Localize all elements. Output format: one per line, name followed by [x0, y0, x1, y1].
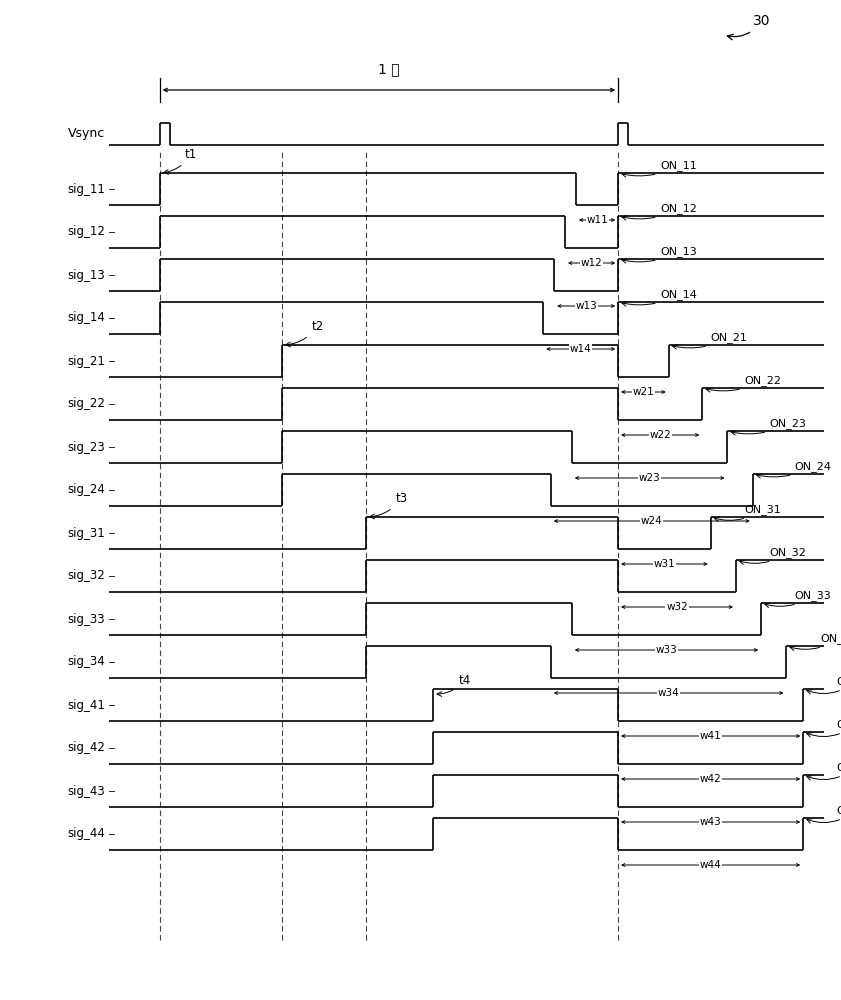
Text: ON_12: ON_12 — [621, 203, 697, 220]
Text: sig_23: sig_23 — [67, 440, 105, 454]
Text: w23: w23 — [639, 473, 660, 483]
Text: w11: w11 — [586, 215, 608, 225]
Text: sig_13: sig_13 — [67, 268, 105, 282]
Text: w34: w34 — [658, 688, 680, 698]
Text: w41: w41 — [700, 731, 722, 741]
Text: w31: w31 — [653, 559, 675, 569]
Text: sig_32: sig_32 — [67, 570, 105, 582]
Text: sig_21: sig_21 — [67, 355, 105, 367]
Text: ON_21: ON_21 — [672, 332, 748, 349]
Text: ON_33: ON_33 — [764, 590, 832, 607]
Text: w44: w44 — [700, 860, 722, 870]
Text: t2: t2 — [286, 320, 324, 347]
Text: w14: w14 — [570, 344, 591, 354]
Text: w33: w33 — [656, 645, 677, 655]
Text: ON_23: ON_23 — [731, 418, 807, 435]
Text: sig_44: sig_44 — [67, 828, 105, 840]
Text: ON_41: ON_41 — [807, 676, 841, 694]
Text: w24: w24 — [641, 516, 663, 526]
Text: w13: w13 — [575, 301, 597, 311]
Text: sig_22: sig_22 — [67, 397, 105, 410]
Text: 1 帜: 1 帜 — [378, 62, 399, 76]
Text: sig_41: sig_41 — [67, 698, 105, 711]
Text: sig_43: sig_43 — [67, 784, 105, 798]
Text: ON_44: ON_44 — [807, 805, 841, 823]
Text: sig_11: sig_11 — [67, 182, 105, 196]
Text: ON_22: ON_22 — [706, 375, 781, 392]
Text: ON_11: ON_11 — [621, 160, 697, 177]
Text: w43: w43 — [700, 817, 722, 827]
Text: ON_24: ON_24 — [756, 461, 832, 478]
Text: sig_42: sig_42 — [67, 742, 105, 754]
Text: w32: w32 — [666, 602, 688, 612]
Text: w21: w21 — [632, 387, 654, 397]
Text: sig_31: sig_31 — [67, 526, 105, 540]
Text: ON_34: ON_34 — [790, 633, 841, 650]
Text: sig_24: sig_24 — [67, 484, 105, 496]
Text: w22: w22 — [649, 430, 671, 440]
Text: w12: w12 — [581, 258, 602, 268]
Text: t3: t3 — [370, 492, 407, 519]
Text: ON_42: ON_42 — [807, 719, 841, 737]
Text: Vsync: Vsync — [68, 127, 105, 140]
Text: ON_43: ON_43 — [807, 762, 841, 780]
Text: sig_14: sig_14 — [67, 312, 105, 324]
Text: sig_12: sig_12 — [67, 226, 105, 238]
Text: sig_34: sig_34 — [67, 656, 105, 668]
Text: w42: w42 — [700, 774, 722, 784]
Text: t4: t4 — [437, 674, 471, 696]
Text: ON_32: ON_32 — [739, 547, 807, 564]
Text: ON_13: ON_13 — [621, 246, 697, 263]
Text: 30: 30 — [727, 14, 770, 40]
Text: ON_14: ON_14 — [621, 289, 697, 306]
Text: t1: t1 — [164, 148, 198, 174]
Text: sig_33: sig_33 — [67, 612, 105, 626]
Text: ON_31: ON_31 — [714, 504, 781, 521]
